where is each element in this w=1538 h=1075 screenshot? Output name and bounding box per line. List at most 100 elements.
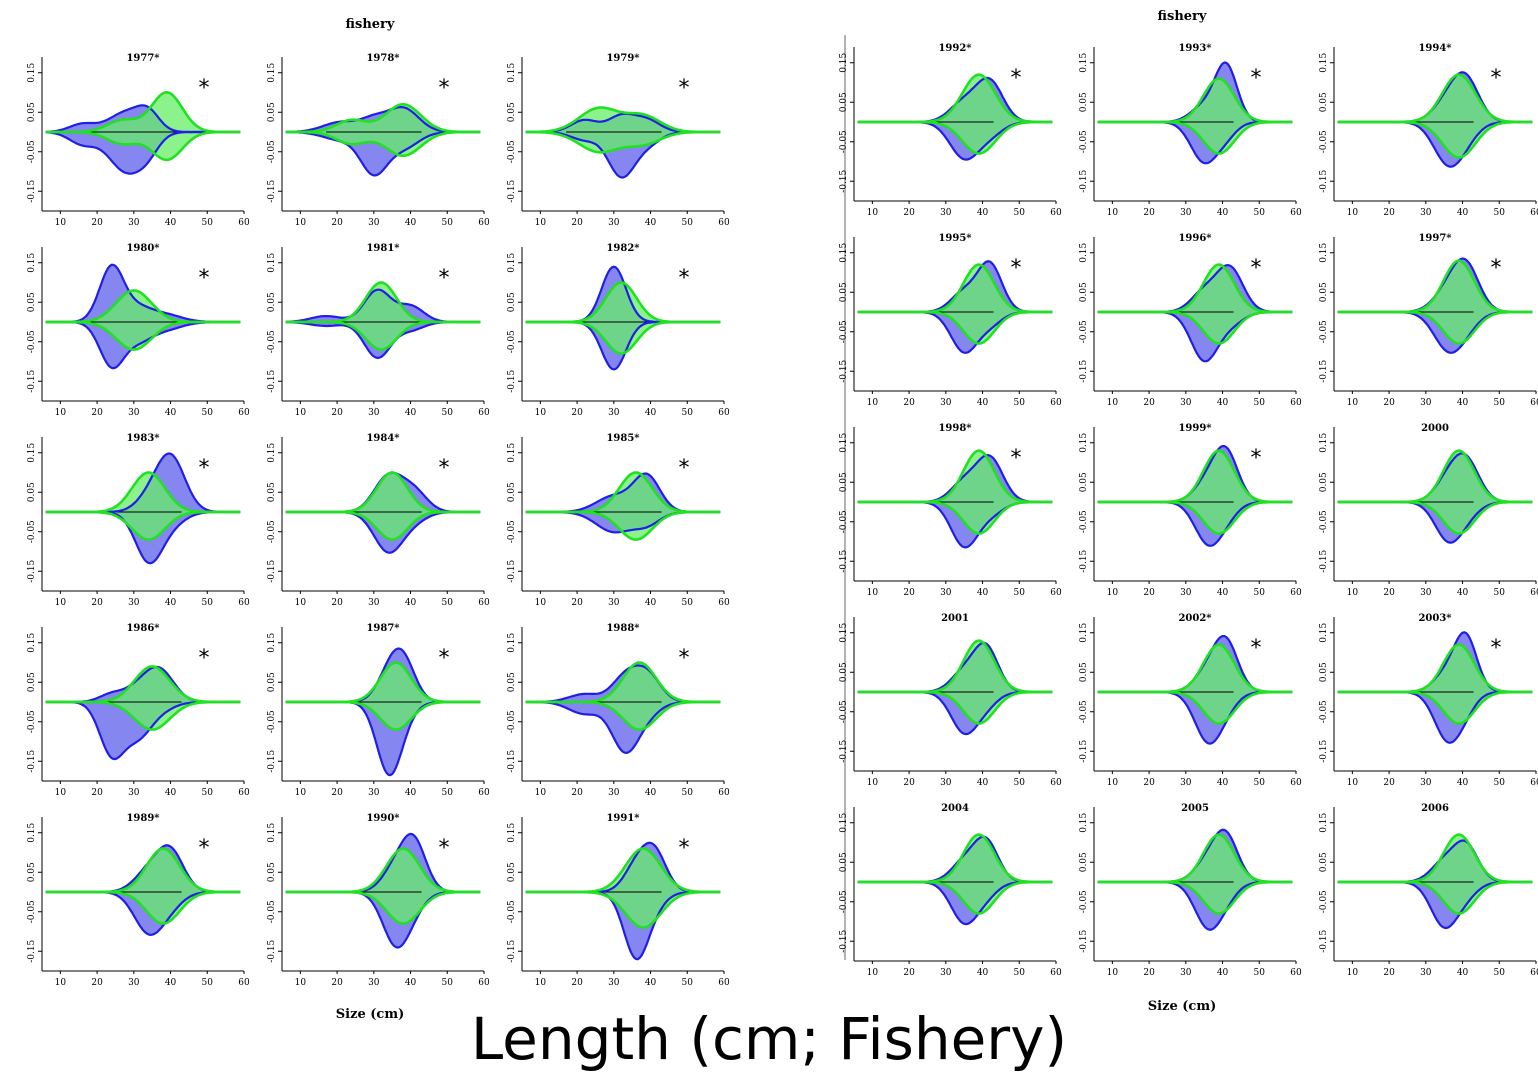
observed-area-upper bbox=[285, 833, 481, 892]
x-tick-label: 10 bbox=[55, 978, 67, 988]
panel-title: 1992* bbox=[938, 43, 972, 54]
x-tick-label: 60 bbox=[1050, 778, 1062, 788]
significance-asterisk: * bbox=[199, 76, 210, 101]
x-tick-label: 30 bbox=[940, 398, 952, 408]
y-tick-label: 0.05 bbox=[839, 282, 849, 302]
x-tick-label: 60 bbox=[718, 598, 730, 608]
x-tick-label: 20 bbox=[1383, 778, 1395, 788]
y-tick-label: 0.05 bbox=[507, 672, 517, 692]
expected-area-lower bbox=[45, 702, 241, 730]
x-axis-title: Size (cm) bbox=[336, 1007, 404, 1022]
x-tick-label: 40 bbox=[645, 788, 657, 798]
observed-area-lower bbox=[1337, 122, 1533, 167]
x-tick-label: 10 bbox=[1347, 208, 1359, 218]
x-tick-label: 10 bbox=[295, 978, 307, 988]
panel-title: 2001 bbox=[941, 613, 969, 624]
x-tick-label: 60 bbox=[238, 978, 250, 988]
x-tick-label: 60 bbox=[238, 598, 250, 608]
expected-line-lower bbox=[1097, 310, 1293, 345]
expected-area-upper bbox=[857, 264, 1053, 312]
expected-line-lower bbox=[525, 890, 721, 929]
y-tick-label: 0.05 bbox=[1079, 92, 1089, 112]
x-tick-label: 30 bbox=[940, 588, 952, 598]
expected-area-upper bbox=[857, 640, 1053, 692]
y-tick-label: 0.05 bbox=[507, 292, 517, 312]
x-tick-label: 30 bbox=[608, 218, 620, 228]
x-tick-label: 10 bbox=[535, 788, 547, 798]
x-tick-label: 50 bbox=[1254, 398, 1266, 408]
x-tick-label: 30 bbox=[128, 598, 140, 608]
y-tick-label: 0.15 bbox=[267, 252, 277, 272]
expected-area-upper bbox=[857, 834, 1053, 882]
y-tick-label: -0.15 bbox=[27, 939, 37, 962]
y-tick-label: -0.05 bbox=[1319, 700, 1329, 723]
panel-title: 1986* bbox=[126, 623, 160, 634]
significance-asterisk: * bbox=[1011, 66, 1022, 91]
x-tick-label: 20 bbox=[571, 978, 583, 988]
y-tick-label: 0.15 bbox=[1079, 242, 1089, 262]
significance-asterisk: * bbox=[439, 266, 450, 291]
y-tick-label: 0.05 bbox=[1079, 282, 1089, 302]
x-tick-label: 10 bbox=[55, 408, 67, 418]
expected-area-upper bbox=[1337, 260, 1533, 312]
panel-1983: -0.15 -0.05 0.05 0.15 10 20 30 40 50 60 1983* * bbox=[27, 433, 250, 608]
x-tick-label: 50 bbox=[442, 788, 454, 798]
x-tick-label: 40 bbox=[977, 208, 989, 218]
expected-area-lower bbox=[45, 512, 241, 540]
y-tick-label: 0.15 bbox=[1319, 432, 1329, 452]
x-tick-label: 50 bbox=[202, 408, 214, 418]
significance-asterisk: * bbox=[679, 76, 690, 101]
x-tick-label: 40 bbox=[165, 978, 177, 988]
y-tick-label: 0.15 bbox=[27, 252, 37, 272]
expected-line-lower bbox=[857, 310, 1053, 345]
expected-area-upper bbox=[1097, 450, 1293, 502]
y-tick-label: 0.15 bbox=[507, 442, 517, 462]
y-tick-label: -0.15 bbox=[1319, 169, 1329, 192]
panel-title: 2005 bbox=[1181, 803, 1209, 814]
expected-line-lower bbox=[1097, 690, 1293, 725]
panel-1977: -0.15 -0.05 0.05 0.15 10 20 30 40 50 60 1977* * bbox=[27, 53, 250, 228]
y-tick-label: -0.05 bbox=[1319, 510, 1329, 533]
panel-1986: -0.15 -0.05 0.05 0.15 10 20 30 40 50 60 1986* * bbox=[27, 623, 250, 798]
expected-line-lower bbox=[285, 130, 481, 158]
significance-asterisk: * bbox=[199, 836, 210, 861]
x-tick-label: 30 bbox=[940, 778, 952, 788]
x-tick-label: 20 bbox=[1383, 588, 1395, 598]
expected-line-lower bbox=[285, 320, 481, 351]
y-tick-label: 0.15 bbox=[1079, 622, 1089, 642]
x-tick-label: 50 bbox=[1254, 968, 1266, 978]
significance-asterisk: * bbox=[1251, 446, 1262, 471]
panel-title: 1991* bbox=[606, 813, 640, 824]
x-tick-label: 60 bbox=[1050, 968, 1062, 978]
x-tick-label: 50 bbox=[1254, 208, 1266, 218]
x-tick-label: 50 bbox=[202, 598, 214, 608]
panel-1979: -0.15 -0.05 0.05 0.15 10 20 30 40 50 60 1979* * bbox=[507, 53, 730, 228]
x-tick-label: 40 bbox=[405, 788, 417, 798]
expected-area-lower bbox=[285, 322, 481, 350]
x-tick-label: 40 bbox=[645, 978, 657, 988]
panel-title: 2006 bbox=[1421, 803, 1449, 814]
x-tick-label: 20 bbox=[331, 218, 343, 228]
x-tick-label: 20 bbox=[1383, 968, 1395, 978]
x-tick-label: 50 bbox=[682, 978, 694, 988]
y-tick-label: 0.15 bbox=[507, 822, 517, 842]
panel-1999: -0.15 -0.05 0.05 0.15 10 20 30 40 50 60 1999* * bbox=[1079, 423, 1302, 598]
expected-area-upper bbox=[45, 666, 241, 702]
x-tick-label: 20 bbox=[1143, 398, 1155, 408]
x-tick-label: 10 bbox=[867, 778, 879, 788]
x-tick-label: 10 bbox=[295, 218, 307, 228]
observed-area-lower bbox=[1097, 312, 1293, 362]
y-tick-label: 0.05 bbox=[1079, 472, 1089, 492]
x-tick-label: 20 bbox=[91, 978, 103, 988]
panel-2005: -0.15 -0.05 0.05 0.15 10 20 30 40 50 60 2005 bbox=[1079, 803, 1302, 978]
x-tick-label: 10 bbox=[867, 208, 879, 218]
y-tick-label: 0.05 bbox=[507, 482, 517, 502]
y-tick-label: -0.15 bbox=[839, 929, 849, 952]
x-tick-label: 60 bbox=[1530, 398, 1538, 408]
x-tick-label: 40 bbox=[165, 408, 177, 418]
x-tick-label: 20 bbox=[91, 218, 103, 228]
x-tick-label: 60 bbox=[1050, 588, 1062, 598]
x-tick-label: 40 bbox=[165, 788, 177, 798]
panel-title: 1999* bbox=[1178, 423, 1212, 434]
x-tick-label: 60 bbox=[718, 218, 730, 228]
